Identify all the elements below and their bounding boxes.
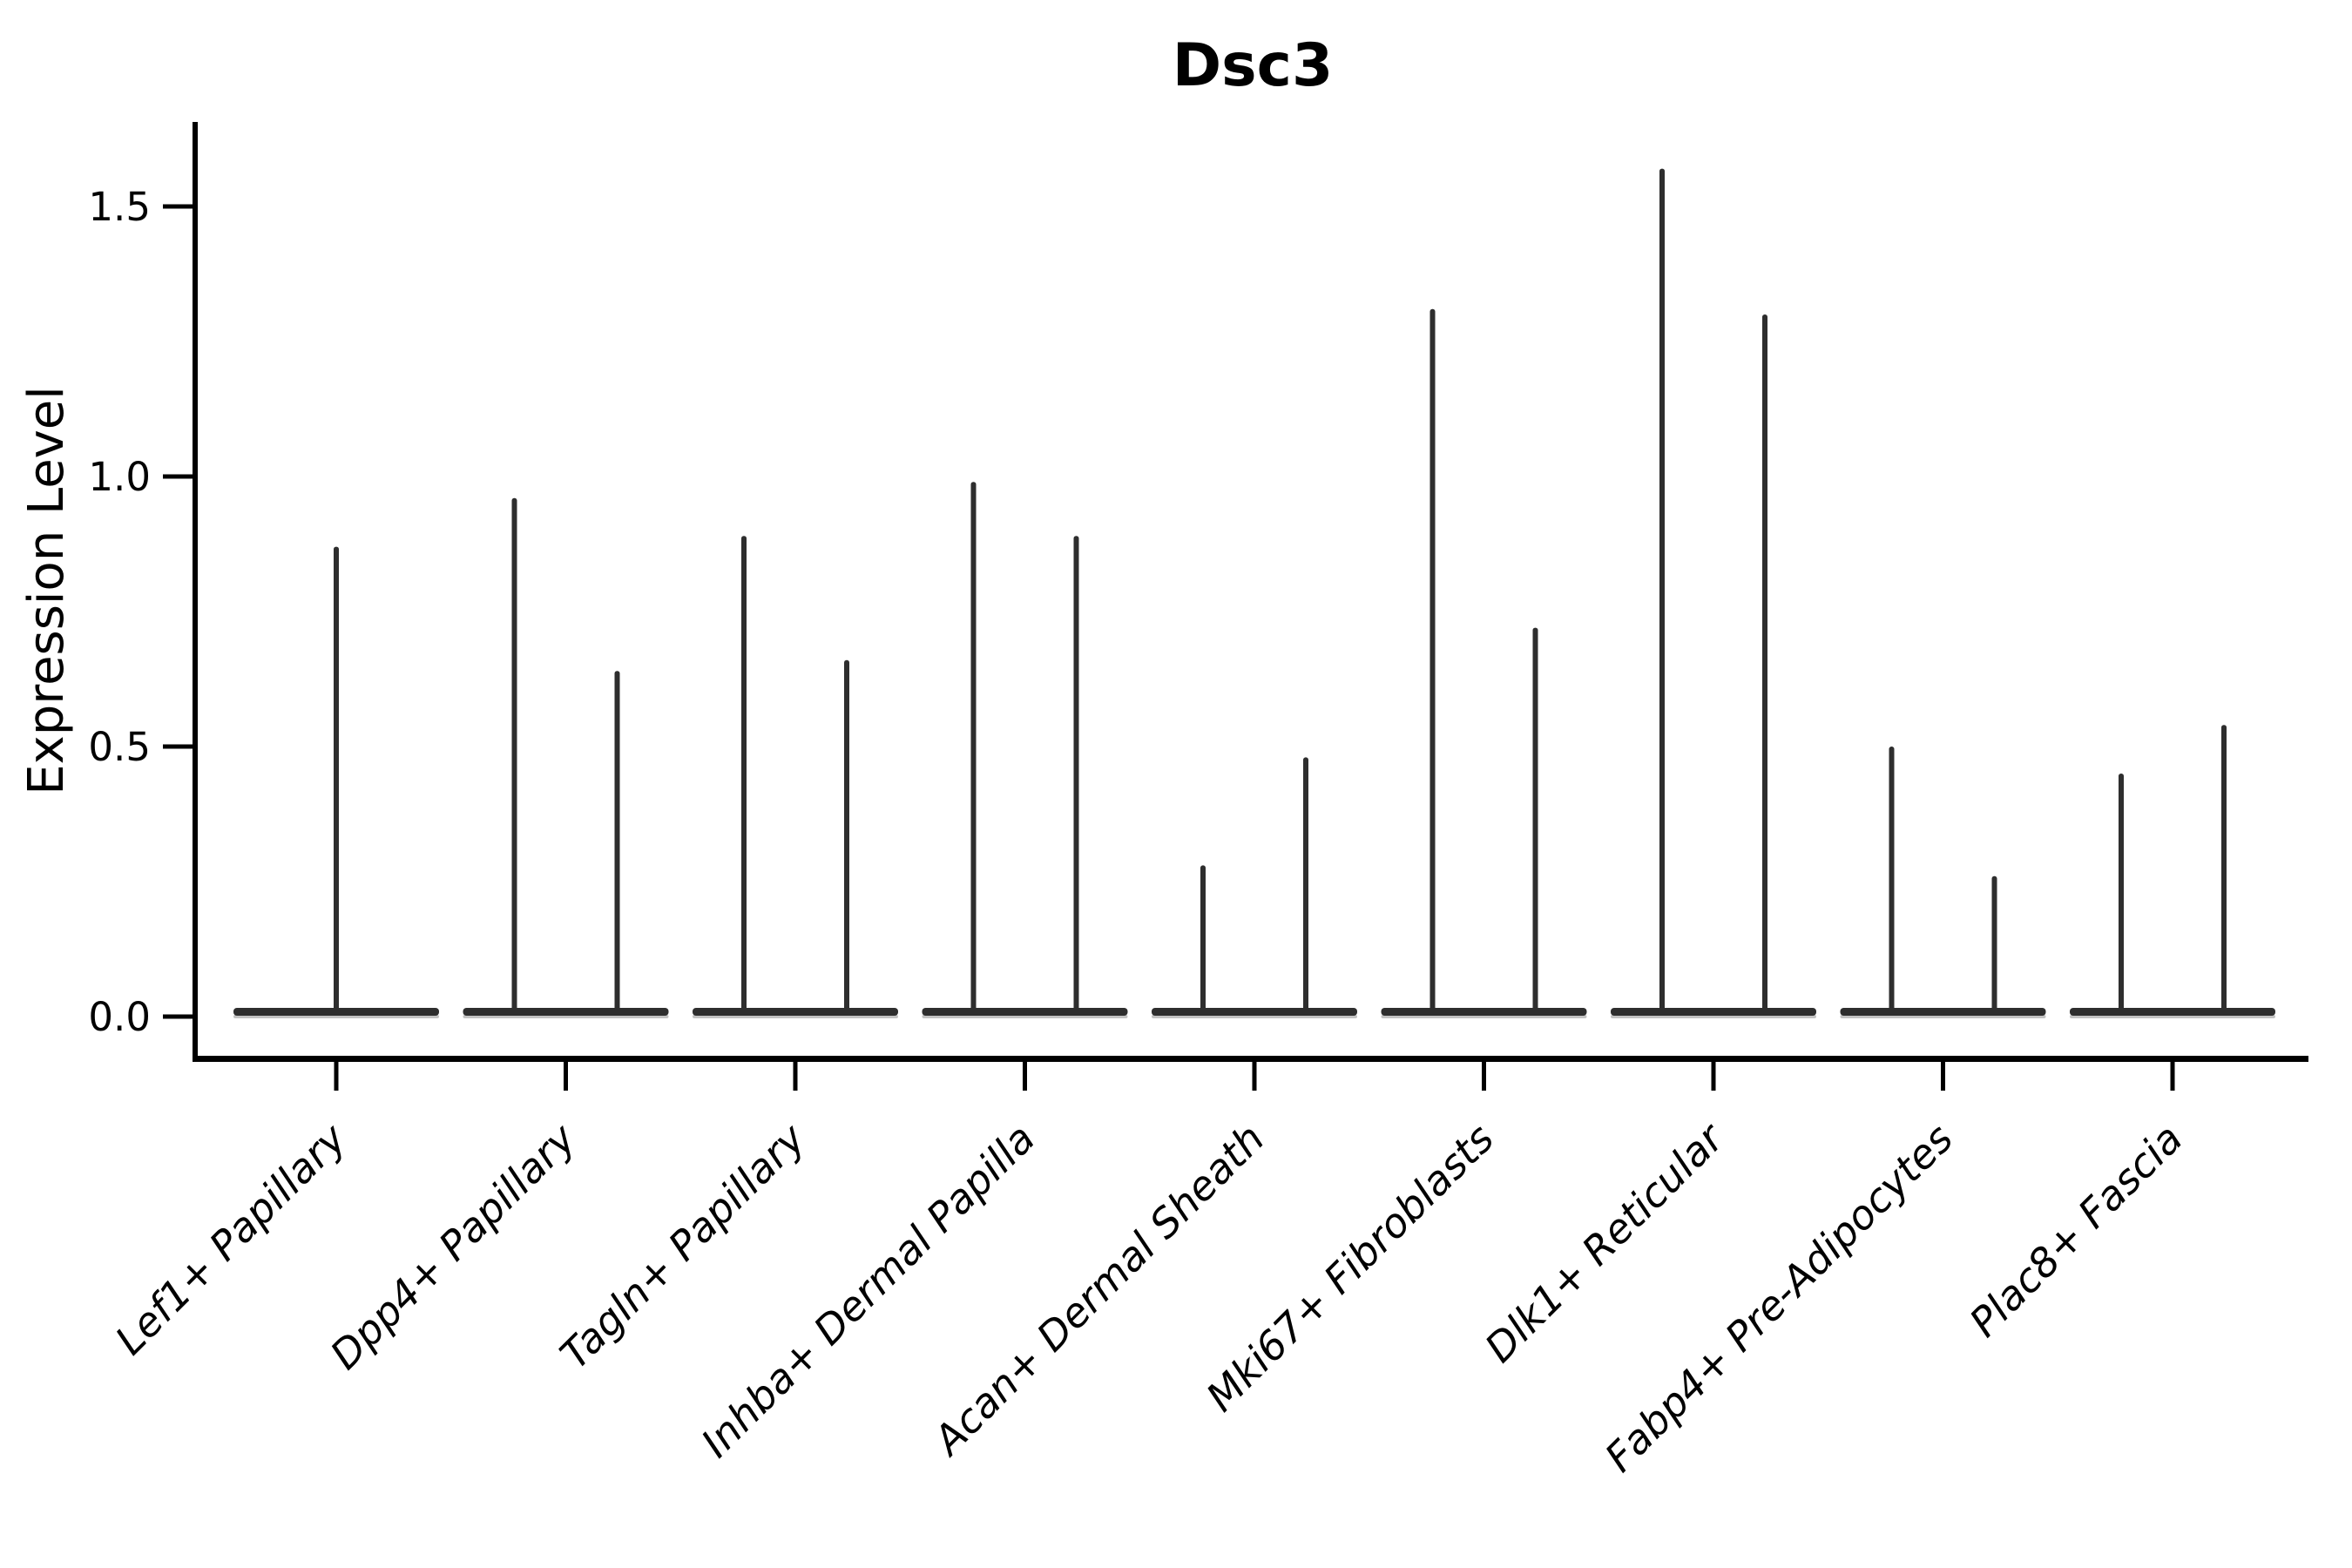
violin-group xyxy=(2070,725,2275,1018)
violin-spike xyxy=(2221,725,2227,1016)
y-tick-mark xyxy=(163,204,193,209)
y-tick-label: 1.5 xyxy=(88,184,151,230)
violin-spike xyxy=(844,659,849,1016)
y-axis-ticks: 0.0 0.5 1.0 1.5 xyxy=(88,184,193,1040)
violin-group xyxy=(233,546,439,1018)
x-tick-mark xyxy=(334,1062,339,1091)
y-tick-label: 1.0 xyxy=(88,454,151,500)
violin-spike xyxy=(741,536,747,1016)
chart-title: Dsc3 xyxy=(1173,31,1334,100)
y-tick-label: 0.5 xyxy=(88,724,151,770)
y-axis-spine xyxy=(193,122,198,1062)
y-tick-mark xyxy=(163,474,193,479)
x-axis-ticks xyxy=(334,1062,2175,1091)
violin-base xyxy=(1840,1008,2046,1016)
violin-group xyxy=(463,497,669,1018)
violin-spike xyxy=(614,671,620,1016)
violin-group xyxy=(1611,168,1816,1018)
violin-base xyxy=(1611,1008,1816,1016)
violin-spike xyxy=(1200,865,1206,1016)
violin-group xyxy=(922,482,1128,1018)
y-tick-label: 0.0 xyxy=(88,994,151,1040)
violin-spike xyxy=(1762,314,1767,1016)
violin-base xyxy=(2070,1008,2275,1016)
x-axis-spine xyxy=(193,1056,2308,1062)
violin-spike xyxy=(1429,308,1436,1016)
violin-group xyxy=(1840,747,2046,1018)
y-axis-label: Expression Level xyxy=(18,386,75,795)
x-tick-mark xyxy=(564,1062,568,1091)
violin-base xyxy=(922,1008,1128,1016)
violin-spike xyxy=(511,497,517,1016)
x-tick-mark xyxy=(2170,1062,2175,1091)
violin-base xyxy=(1381,1008,1587,1016)
violin-spike xyxy=(1659,168,1665,1017)
violin-spike xyxy=(1303,757,1308,1016)
violins xyxy=(233,168,2275,1018)
violin-spike xyxy=(1991,875,1997,1016)
violin-base xyxy=(693,1008,898,1016)
x-tick-mark xyxy=(1023,1062,1027,1091)
violin-base xyxy=(463,1008,669,1016)
violin-group xyxy=(1152,757,1357,1018)
violin-base xyxy=(1152,1008,1357,1016)
violin-group xyxy=(1381,308,1587,1018)
x-tick-mark xyxy=(1252,1062,1257,1091)
violin-spike xyxy=(970,482,977,1016)
x-tick-mark xyxy=(1711,1062,1716,1091)
x-tick-mark xyxy=(1941,1062,1945,1091)
x-tick-mark xyxy=(793,1062,798,1091)
violin-spike xyxy=(334,546,339,1016)
y-tick-mark xyxy=(163,1014,193,1019)
violin-spike xyxy=(1889,747,1895,1016)
violin-spike xyxy=(1532,627,1538,1016)
violin-spike xyxy=(1073,536,1079,1016)
violin-spike xyxy=(2119,774,2124,1016)
y-tick-mark xyxy=(163,744,193,749)
violin-base xyxy=(233,1008,439,1016)
violin-group xyxy=(693,536,898,1018)
axes-spines xyxy=(193,122,2308,1062)
x-tick-mark xyxy=(1482,1062,1486,1091)
